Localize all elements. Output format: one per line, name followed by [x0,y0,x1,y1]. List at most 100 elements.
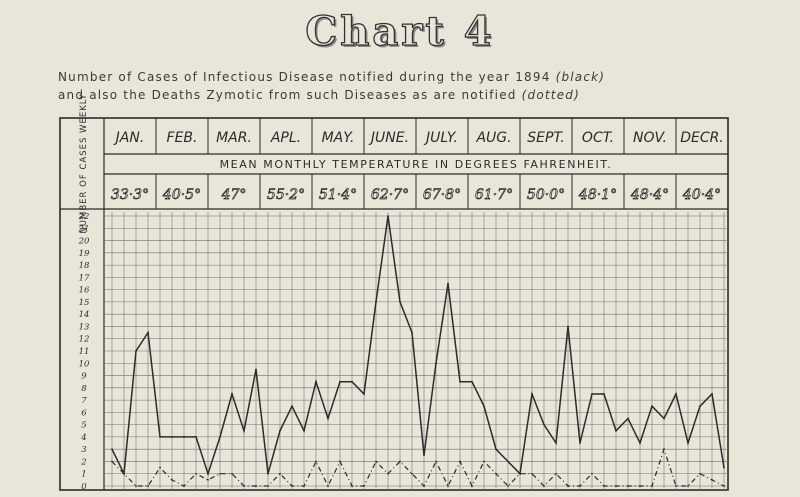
subtitle-text-2: and also the Deaths Zymotic from such Di… [58,88,517,102]
deaths-point [123,472,125,475]
cases-point [699,405,701,408]
temperature-label: 50·0° [527,187,565,203]
cases-point [195,436,197,438]
deaths-point [303,485,305,487]
cases-point [591,393,593,395]
cases-point [483,405,485,408]
deaths-point [111,460,113,463]
y-tick-label: 22 [78,212,90,222]
deaths-point [267,485,269,487]
cases-point [627,417,629,420]
deaths-point [135,485,137,487]
deaths-point [243,485,245,487]
deaths-point [567,485,569,487]
chart-frame [59,117,729,491]
deaths-point [627,485,629,487]
cases-point [111,448,113,451]
cases-point [459,380,461,383]
deaths-point [639,485,641,487]
y-tick-label: 20 [78,237,90,247]
temperature-label: 67·8° [423,187,461,203]
cases-point [147,331,149,334]
deaths-point [603,485,605,487]
temperature-label: 48·1° [578,187,617,203]
cases-point [495,448,497,451]
cases-point [687,442,689,444]
y-tick-label: 6 [81,408,87,418]
deaths-point [375,460,377,463]
cases-point [639,442,641,444]
cases-point [375,301,377,303]
y-tick-label: 18 [79,261,90,271]
y-tick-label: 0 [81,482,87,492]
deaths-point [483,460,485,463]
month-label: NOV. [633,130,667,146]
deaths-point [399,460,401,463]
cases-point [447,282,449,285]
y-tick-label: 3 [81,445,86,455]
temperature-label: 55·2° [267,187,305,203]
deaths-point [615,485,617,487]
cases-point [675,393,677,395]
subtitle-line-1: Number of Cases of Infectious Disease no… [58,70,605,84]
cases-point [603,393,605,395]
deaths-point [711,478,713,481]
deaths-point [207,478,209,481]
deaths-point [435,460,437,463]
deaths-point [315,460,317,463]
cases-point [399,301,401,303]
month-label: JAN. [113,130,145,146]
cases-point [279,429,281,432]
month-label: FEB. [167,130,198,146]
y-tick-label: 1 [81,470,86,480]
y-tick-label: 21 [78,224,90,234]
cases-point [507,460,509,463]
month-label: JULY. [423,130,458,146]
y-tick-label: 8 [81,384,87,394]
cases-series-line [111,215,725,477]
deaths-point [459,460,461,463]
cases-point [531,393,533,395]
cases-point [339,380,341,383]
temperature-label: 33·3° [111,187,149,203]
cases-point [315,380,317,383]
deaths-point [351,485,353,487]
deaths-point [387,472,389,475]
y-tick-label: 12 [79,335,90,345]
deaths-point [651,485,653,487]
cases-point [423,454,425,457]
month-label: AUG. [475,130,511,146]
deaths-point [555,472,557,475]
deaths-point [147,485,149,487]
deaths-point [495,472,497,475]
deaths-point [579,485,581,487]
deaths-point [723,485,725,487]
cases-point [327,417,329,420]
y-tick-label: 15 [79,298,90,308]
cases-point [231,393,233,395]
cases-point [387,215,389,217]
month-label: OCT. [582,130,614,146]
cases-point [411,331,413,334]
subtitle-note-dotted: (dotted) [521,88,580,102]
month-label: MAY. [322,130,355,146]
y-tick-label: 9 [81,372,87,382]
deaths-point [423,485,425,487]
deaths-point [231,472,233,475]
cases-point [351,380,353,383]
y-tick-label: 16 [79,286,90,296]
y-tick-label: 14 [79,310,90,320]
month-label: JUNE. [368,130,409,146]
deaths-point [519,472,521,475]
cases-point [711,393,713,395]
cases-point [555,442,557,444]
deaths-series-line [111,447,725,488]
cases-point [579,442,581,444]
deaths-point [531,472,533,475]
deaths-point [279,472,281,475]
y-tick-label: 17 [79,273,90,283]
cases-point [291,405,293,408]
y-tick-label: 7 [81,396,87,406]
chart-title: Chart 4 [305,7,495,55]
deaths-point [339,460,341,463]
